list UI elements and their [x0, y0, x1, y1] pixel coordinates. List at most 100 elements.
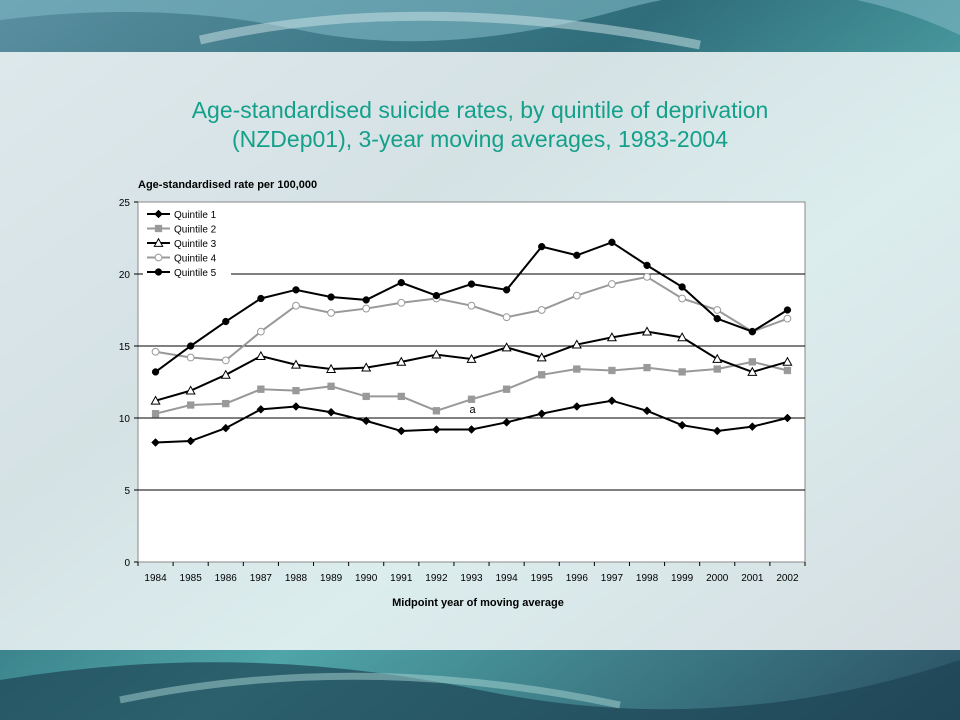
- title-line-1: Age-standardised suicide rates, by quint…: [191, 97, 769, 123]
- data-point: [432, 407, 441, 415]
- data-point: [222, 399, 230, 408]
- data-point: [397, 278, 405, 287]
- data-point: [713, 365, 721, 373]
- data-point: [572, 402, 582, 411]
- legend-marker: [154, 224, 163, 233]
- data-point: [361, 416, 371, 426]
- data-point: [502, 286, 511, 294]
- x-axis-label: Midpoint year of moving average: [392, 597, 564, 609]
- data-point: [397, 298, 406, 307]
- x-tick-label: 1987: [250, 573, 273, 584]
- data-point: [606, 332, 617, 342]
- x-tick-label: 1999: [671, 573, 694, 584]
- data-point: [747, 366, 758, 376]
- data-point: [327, 308, 335, 317]
- y-tick-label: 10: [119, 414, 131, 425]
- data-point: [538, 242, 546, 251]
- x-tick-label: 1994: [495, 573, 518, 584]
- data-point: [256, 405, 266, 414]
- data-point: [608, 280, 616, 288]
- data-point: [501, 342, 512, 352]
- data-point: [327, 382, 335, 390]
- data-point: [783, 314, 792, 323]
- series-quintile-3: [150, 326, 793, 405]
- data-point: [187, 342, 195, 350]
- data-point: [326, 407, 336, 417]
- series-quintile-5: [151, 238, 792, 376]
- data-point: [362, 296, 370, 304]
- data-point: [432, 425, 441, 434]
- data-point: [362, 392, 370, 401]
- data-point: [677, 332, 688, 342]
- data-point: [607, 396, 617, 406]
- data-point: [573, 251, 581, 259]
- data-point: [255, 350, 266, 360]
- data-point: [642, 406, 652, 416]
- y-tick-label: 5: [124, 486, 130, 497]
- series-quintile-2: [151, 358, 792, 418]
- data-point: [782, 356, 793, 366]
- data-point: [536, 352, 547, 362]
- y-tick-label: 0: [124, 558, 130, 569]
- legend-marker: [154, 268, 163, 276]
- y-tick-label: 15: [119, 342, 131, 353]
- data-point: [467, 395, 476, 403]
- data-point: [292, 386, 300, 395]
- y-tick-label: 25: [119, 198, 131, 209]
- annotation-a: a: [469, 404, 476, 416]
- data-point: [537, 306, 546, 314]
- legend-marker: [154, 253, 163, 262]
- data-point: [608, 366, 616, 375]
- data-point: [187, 401, 195, 409]
- data-point: [291, 402, 301, 411]
- x-tick-label: 1990: [355, 573, 378, 584]
- x-tick-label: 1995: [531, 573, 554, 584]
- x-tick-label: 1993: [460, 573, 483, 584]
- data-point: [431, 349, 442, 359]
- legend-entry: Quintile 1: [147, 209, 217, 221]
- data-point: [502, 417, 511, 427]
- data-point: [538, 371, 546, 379]
- data-point: [466, 353, 477, 363]
- x-tick-label: 2002: [776, 573, 799, 584]
- legend-label: Quintile 2: [174, 225, 217, 236]
- data-point: [396, 426, 406, 436]
- data-point: [572, 291, 581, 300]
- series-quintile-1: [151, 396, 792, 447]
- data-point: [641, 326, 653, 336]
- data-point: [222, 317, 230, 326]
- data-point: [257, 385, 265, 393]
- legend-label: Quintile 3: [174, 239, 217, 250]
- data-point: [467, 301, 476, 310]
- data-point: [361, 362, 372, 372]
- data-point: [151, 368, 160, 376]
- data-point: [396, 356, 407, 366]
- data-point: [502, 385, 511, 393]
- data-point: [256, 327, 265, 336]
- data-point: [467, 425, 476, 434]
- data-point: [643, 261, 651, 270]
- x-tick-label: 1989: [320, 573, 343, 584]
- x-tick-label: 1996: [566, 573, 589, 584]
- legend-label: Quintile 4: [174, 254, 217, 265]
- x-tick-label: 2001: [741, 573, 764, 584]
- data-point: [573, 365, 581, 373]
- data-point: [220, 369, 231, 379]
- y-tick-label: 20: [119, 270, 131, 281]
- legend-label: Quintile 1: [174, 210, 217, 221]
- data-point: [290, 359, 302, 369]
- x-tick-label: 1998: [636, 573, 659, 584]
- data-point: [397, 392, 405, 401]
- legend-entry: Quintile 3: [147, 237, 217, 250]
- x-tick-label: 1991: [390, 573, 413, 584]
- data-point: [783, 306, 792, 314]
- x-tick-label: 1986: [215, 573, 238, 584]
- y-axis-label: Age-standardised rate per 100,000: [138, 179, 317, 191]
- data-point: [783, 366, 792, 375]
- slide-title: Age-standardised suicide rates, by quint…: [0, 96, 960, 154]
- data-point: [151, 410, 160, 418]
- legend-marker: [154, 209, 163, 219]
- x-tick-label: 2000: [706, 573, 729, 584]
- data-point: [678, 368, 686, 376]
